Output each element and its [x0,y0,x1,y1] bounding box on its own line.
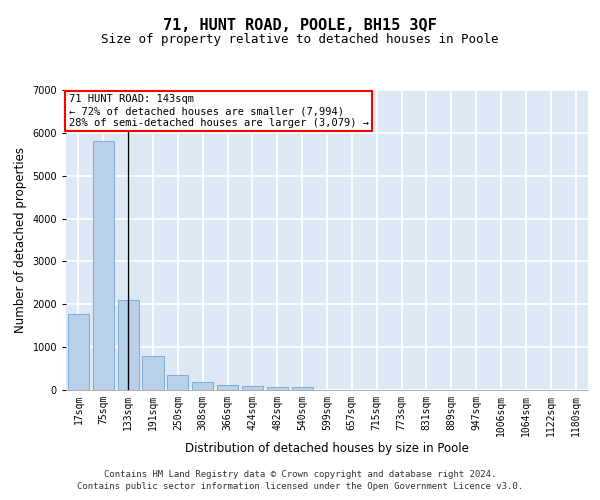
Bar [267,386,288,390]
Text: Contains public sector information licensed under the Open Government Licence v3: Contains public sector information licen… [77,482,523,491]
Bar [217,386,238,390]
Text: 71, HUNT ROAD, POOLE, BH15 3QF: 71, HUNT ROAD, POOLE, BH15 3QF [163,18,437,32]
Text: 71 HUNT ROAD: 143sqm
← 72% of detached houses are smaller (7,994)
28% of semi-de: 71 HUNT ROAD: 143sqm ← 72% of detached h… [68,94,368,128]
Bar [242,386,263,390]
Bar [68,314,89,390]
Y-axis label: Number of detached properties: Number of detached properties [14,147,27,333]
Bar [142,356,164,390]
Bar [93,142,114,390]
Text: Size of property relative to detached houses in Poole: Size of property relative to detached ho… [101,32,499,46]
X-axis label: Distribution of detached houses by size in Poole: Distribution of detached houses by size … [185,442,469,454]
Text: Contains HM Land Registry data © Crown copyright and database right 2024.: Contains HM Land Registry data © Crown c… [104,470,496,479]
Bar [118,300,139,390]
Bar [192,382,213,390]
Bar [292,387,313,390]
Bar [167,376,188,390]
